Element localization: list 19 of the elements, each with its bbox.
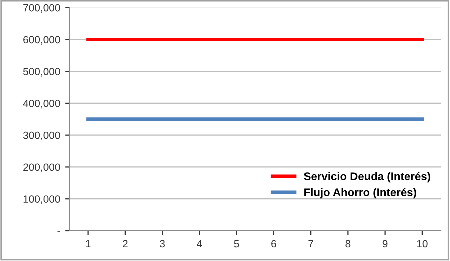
x-tick-label: 5 — [234, 240, 240, 248]
x-tick-label: 6 — [272, 240, 276, 248]
x-tick-label: 2 — [123, 240, 128, 248]
x-tick-label: 9 — [382, 240, 388, 248]
y-tick-label: 300,000 — [23, 132, 60, 140]
legend-label: Flujo Ahorro (Interés) — [304, 188, 416, 199]
x-tick-label: 1 — [86, 240, 91, 248]
y-tick-label: 400,000 — [23, 100, 60, 109]
x-tick-label: 10 — [417, 240, 428, 248]
legend-label: Servicio Deuda (Interés) — [304, 172, 430, 183]
x-tick-label: 7 — [308, 240, 314, 248]
x-tick-label: 4 — [197, 240, 202, 248]
y-tick-label: 600,000 — [24, 36, 60, 45]
x-tick-label: 3 — [160, 240, 165, 248]
y-tick-label: 100,000 — [24, 196, 60, 204]
y-tick-label: 700,000 — [24, 4, 60, 13]
y-tick-label: 200,000 — [24, 164, 60, 172]
y-tick-label: 500,000 — [23, 68, 60, 77]
x-tick-label: 8 — [346, 240, 351, 248]
